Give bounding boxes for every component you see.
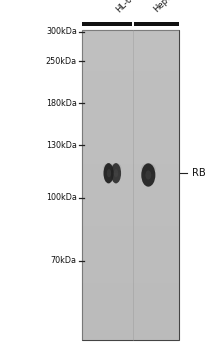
Bar <box>82 40 179 45</box>
Bar <box>82 154 179 159</box>
Bar <box>82 288 179 293</box>
Ellipse shape <box>103 163 114 173</box>
Bar <box>82 278 179 283</box>
Bar <box>82 107 179 112</box>
Bar <box>82 97 179 102</box>
Ellipse shape <box>141 163 156 175</box>
Bar <box>82 334 179 340</box>
Bar <box>82 241 179 246</box>
Text: 70kDa: 70kDa <box>51 256 77 265</box>
Bar <box>82 138 179 143</box>
Text: 100kDa: 100kDa <box>46 193 77 202</box>
Bar <box>82 174 179 180</box>
Text: 300kDa: 300kDa <box>46 27 77 36</box>
Text: RBM15: RBM15 <box>192 168 206 178</box>
Bar <box>82 257 179 262</box>
Bar <box>82 118 179 123</box>
Bar <box>82 236 179 242</box>
Bar <box>82 314 179 319</box>
Bar <box>82 324 179 329</box>
Text: 250kDa: 250kDa <box>46 57 77 66</box>
Bar <box>82 92 179 97</box>
Bar <box>82 210 179 216</box>
Bar <box>82 81 179 86</box>
Bar <box>82 169 179 174</box>
Text: HL-60: HL-60 <box>114 0 138 14</box>
Bar <box>82 252 179 257</box>
Bar <box>82 267 179 272</box>
Ellipse shape <box>111 163 121 183</box>
Bar <box>82 226 179 231</box>
Bar <box>82 190 179 195</box>
Bar <box>82 216 179 221</box>
Text: 130kDa: 130kDa <box>46 141 77 150</box>
Bar <box>82 102 179 107</box>
Bar <box>82 309 179 314</box>
Bar <box>82 159 179 164</box>
Ellipse shape <box>103 163 114 183</box>
Ellipse shape <box>114 169 118 177</box>
Bar <box>82 298 179 303</box>
Bar <box>82 35 179 40</box>
Bar <box>82 56 179 61</box>
Bar <box>82 61 179 66</box>
Bar <box>82 50 179 56</box>
Bar <box>82 195 179 200</box>
Ellipse shape <box>111 163 121 173</box>
Bar <box>82 283 179 288</box>
Text: 180kDa: 180kDa <box>46 99 77 108</box>
Bar <box>82 144 179 148</box>
Bar <box>82 293 179 298</box>
Bar <box>82 246 179 252</box>
Ellipse shape <box>107 169 111 177</box>
Bar <box>82 86 179 92</box>
Bar <box>82 123 179 128</box>
Bar <box>82 184 179 190</box>
Bar <box>82 231 179 236</box>
Bar <box>82 303 179 309</box>
Bar <box>82 30 179 340</box>
Bar <box>82 148 179 154</box>
Bar <box>82 22 132 26</box>
Bar <box>82 200 179 205</box>
Ellipse shape <box>145 170 151 180</box>
Bar <box>82 221 179 226</box>
Bar <box>82 180 179 185</box>
Bar <box>134 22 179 26</box>
Bar <box>82 128 179 133</box>
Bar <box>82 76 179 82</box>
Bar <box>82 329 179 334</box>
Bar <box>82 272 179 278</box>
Bar <box>82 30 179 35</box>
Bar <box>82 164 179 169</box>
Bar <box>82 133 179 138</box>
Bar <box>82 112 179 118</box>
Bar <box>82 262 179 267</box>
Bar <box>82 205 179 210</box>
Bar <box>82 45 179 50</box>
Bar <box>82 66 179 71</box>
Bar <box>82 71 179 76</box>
Text: HepG2: HepG2 <box>151 0 178 14</box>
Ellipse shape <box>141 163 155 187</box>
Bar <box>82 319 179 324</box>
